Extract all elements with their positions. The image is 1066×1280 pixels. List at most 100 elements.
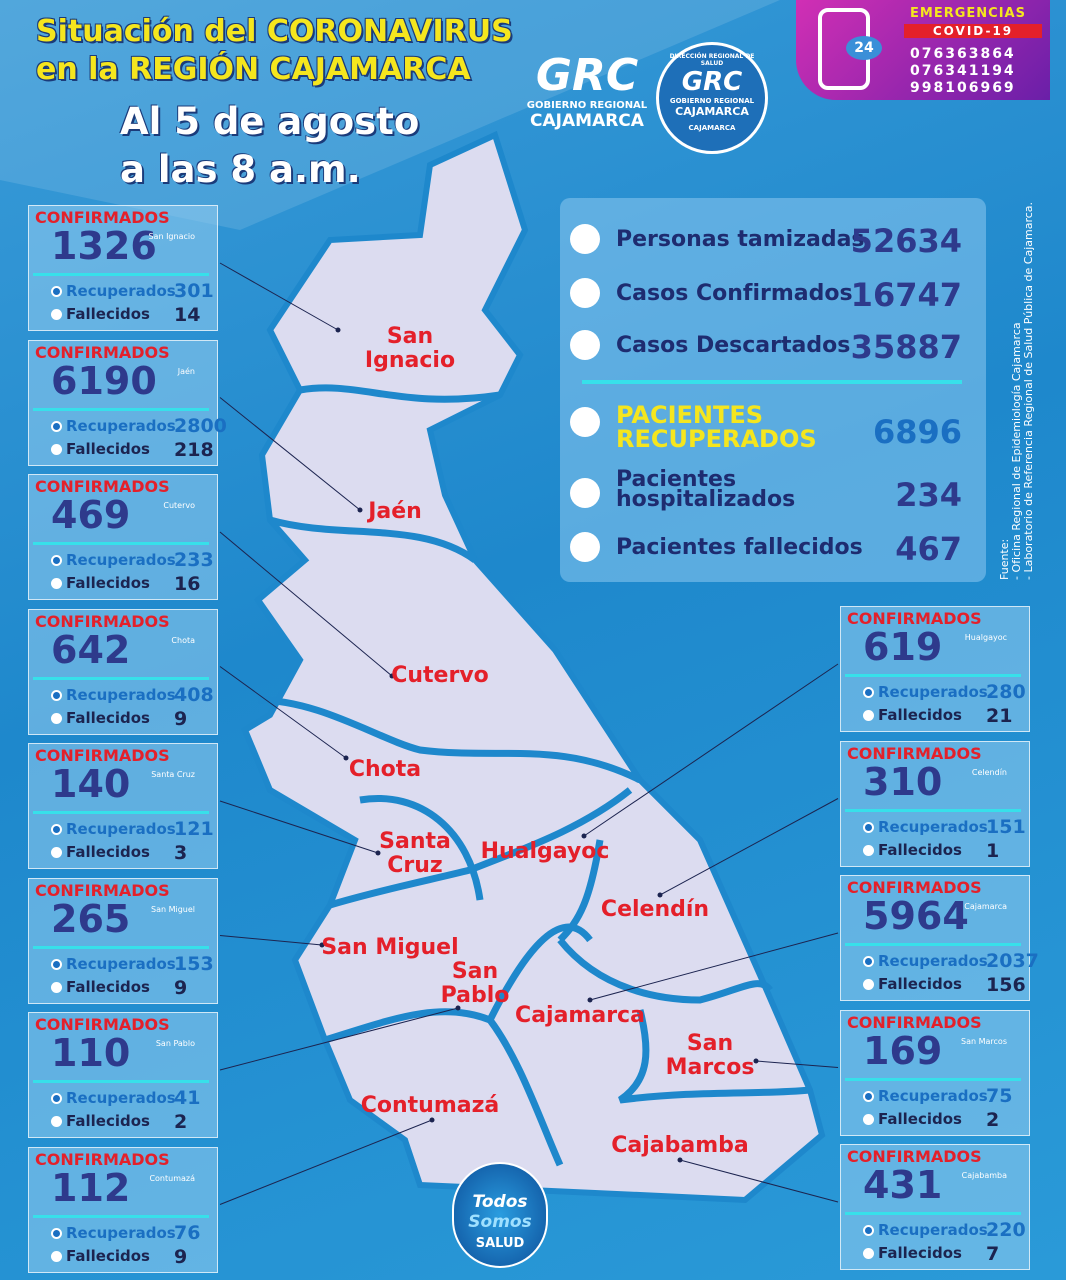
summary-row: Pacientes fallecidos 467: [560, 528, 986, 568]
phone-number: 998106969: [910, 80, 1016, 96]
badge-text: Somos: [468, 1212, 532, 1232]
emergency-subtitle: COVID-19: [904, 24, 1042, 38]
summary-label: Personas tamizadas: [616, 227, 865, 252]
deceased-label: Fallecidos: [878, 975, 962, 993]
border: [299, 384, 501, 403]
map-label: Cutervo: [391, 663, 489, 688]
deceased-label: Fallecidos: [66, 843, 150, 861]
recovered-label: Recuperados: [878, 683, 988, 701]
grc-mark: GRC: [535, 50, 639, 101]
recovered-value: 280: [986, 681, 1026, 703]
deceased-value: 7: [986, 1243, 1000, 1265]
deceased-value: 21: [986, 705, 1013, 727]
map-label: San Marcos: [665, 1031, 755, 1080]
border: [269, 516, 478, 563]
source-line: - Laboratorio de Referencia Regional de …: [1022, 201, 1035, 580]
recovered-label: Recuperados: [66, 820, 176, 838]
confirmed-value: 1326: [51, 224, 157, 268]
leader-line: [679, 1159, 839, 1203]
map-label: San Ignacio: [364, 324, 456, 373]
confirmed-label: CONFIRMADOS: [847, 1147, 982, 1166]
deceased-icon: [863, 844, 874, 856]
summary-icon: [570, 278, 600, 308]
summary-value: 52634: [850, 222, 962, 260]
map-label: Hualgayoc: [480, 839, 610, 864]
confirmed-value: 5964: [863, 894, 969, 938]
card-separator: [33, 273, 209, 276]
leader-dot: [581, 833, 587, 839]
province-card: CONFIRMADOS 642 Chota Recuperados 408 Falleci…: [28, 608, 218, 735]
recovered-label: Recuperados: [878, 952, 988, 970]
grc-text: CAJAMARCA: [530, 111, 644, 131]
recovered-value: 233: [174, 549, 214, 571]
deceased-label: Fallecidos: [66, 708, 150, 727]
recovered-label: Recuperados: [66, 282, 176, 300]
leader-dot: [389, 673, 395, 679]
deceased-label: Fallecidos: [878, 1109, 962, 1128]
date-line: a las 8 a.m.: [120, 148, 361, 191]
province-card: CONFIRMADOS 140 Santa Cruz Recuperados 121 Fa…: [28, 743, 218, 869]
card-province-name: Hualgayoc: [964, 633, 1007, 642]
summary-panel: Personas tamizadas 52634 Casos Confirmados…: [560, 198, 986, 582]
leader-line: [219, 935, 323, 946]
card-separator: [33, 945, 209, 949]
card-province-name: Cutervo: [163, 501, 195, 510]
deceased-label: Fallecidos: [878, 1244, 962, 1262]
summary-label: Pacientes hospitalizados: [616, 467, 796, 512]
province-card: CONFIRMADOS 431 Cajabamba Recuperados 220 Fal…: [840, 1144, 1030, 1270]
border: [557, 839, 604, 943]
border: [257, 696, 642, 784]
confirmed-value: 169: [863, 1028, 943, 1073]
confirmed-label: CONFIRMADOS: [35, 1015, 170, 1034]
deceased-icon: [863, 710, 874, 721]
deceased-value: 14: [174, 304, 201, 326]
summary-label: Pacientes fallecidos: [616, 535, 863, 560]
card-separator: [33, 1214, 209, 1218]
deceased-value: 218: [174, 438, 214, 461]
confirmed-label: CONFIRMADOS: [35, 611, 170, 631]
dir-mark: GRC: [681, 67, 743, 97]
deceased-value: 9: [174, 707, 188, 730]
card-province-name: San Marcos: [961, 1036, 1007, 1046]
recovered-icon: [51, 824, 62, 835]
confirmed-value: 431: [863, 1163, 943, 1207]
leader-line: [589, 932, 839, 1001]
map-label: Contumazá: [360, 1093, 500, 1118]
deceased-value: 9: [174, 1245, 188, 1268]
title-line: Situación del CORONAVIRUS: [36, 14, 513, 49]
summary-row: Casos Descartados 35887: [560, 326, 986, 366]
dir-ring: DIRECCIÓN REGIONAL DE SALUD: [669, 53, 755, 67]
recovered-label: Recuperados: [878, 817, 988, 836]
card-separator: [33, 811, 209, 814]
card-province-name: San Ignacio: [148, 232, 195, 241]
confirmed-value: 265: [51, 896, 131, 941]
summary-label: Casos Descartados: [616, 333, 851, 358]
confirmed-value: 6190: [51, 358, 157, 403]
deceased-value: 9: [174, 976, 188, 999]
deceased-icon: [51, 1250, 62, 1262]
deceased-label: Fallecidos: [66, 305, 150, 323]
leader-dot: [429, 1117, 435, 1123]
recovered-value: 2800: [174, 414, 227, 437]
recovered-icon: [51, 958, 62, 970]
phone-number: 076363864: [910, 46, 1016, 62]
map-label: Chota: [348, 757, 422, 782]
card-separator: [33, 676, 209, 680]
recovered-icon: [51, 286, 62, 297]
recovered-label: Recuperados: [66, 1223, 176, 1242]
card-province-name: Jaén: [177, 366, 195, 376]
map-label: Cajabamba: [611, 1133, 749, 1158]
confirmed-label: CONFIRMADOS: [847, 1012, 982, 1032]
province-card: CONFIRMADOS 5964 Cajamarca Recuperados 2037 F…: [840, 875, 1039, 1001]
bg-swoosh: [0, 0, 780, 230]
recovered-icon: [863, 1090, 874, 1102]
leader-line: [219, 397, 361, 511]
summary-value: 35887: [850, 328, 962, 366]
grc-logo: GRC GOBIERNO REGIONAL CAJAMARCA: [522, 50, 652, 132]
leader-line: [219, 1007, 459, 1071]
recovered-icon: [51, 689, 62, 701]
dir-text: CAJAMARCA: [675, 105, 749, 118]
recovered-icon: [863, 1225, 874, 1236]
